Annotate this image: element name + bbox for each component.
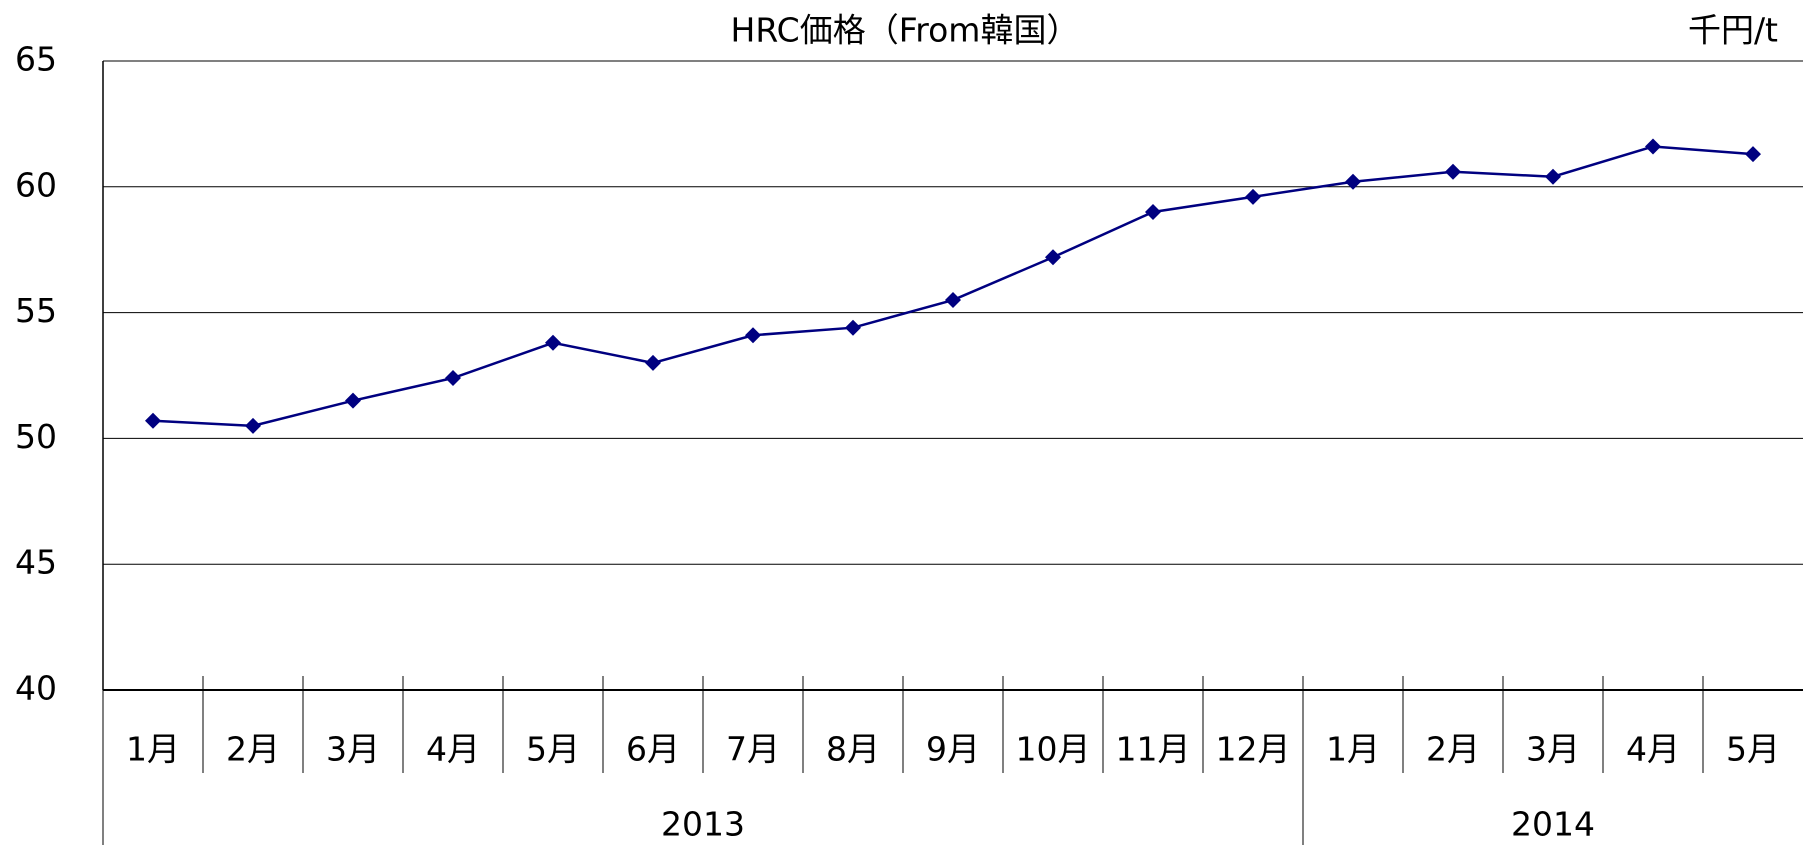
y-tick-label: 65 bbox=[15, 40, 57, 79]
data-point bbox=[1445, 163, 1461, 180]
data-point bbox=[245, 417, 261, 434]
data-point bbox=[345, 392, 361, 409]
x-tick-label: 8月 bbox=[826, 730, 880, 769]
x-tick-label: 2月 bbox=[226, 730, 280, 769]
group-label: 2014 bbox=[1511, 805, 1595, 844]
x-tick-label: 3月 bbox=[326, 730, 380, 769]
data-point bbox=[945, 292, 961, 309]
x-tick-label: 9月 bbox=[926, 730, 980, 769]
y-tick-label: 50 bbox=[15, 417, 57, 456]
x-tick-label: 4月 bbox=[1626, 730, 1680, 769]
data-point bbox=[745, 327, 761, 344]
data-point bbox=[1045, 249, 1061, 266]
data-point bbox=[1145, 203, 1161, 220]
data-point bbox=[1345, 173, 1361, 190]
data-point bbox=[1745, 146, 1761, 163]
data-point bbox=[545, 334, 561, 351]
y-tick-label: 40 bbox=[15, 669, 57, 708]
x-tick-label: 11月 bbox=[1116, 730, 1191, 769]
x-tick-label: 3月 bbox=[1526, 730, 1580, 769]
data-point bbox=[1545, 168, 1561, 185]
x-tick-label: 1月 bbox=[126, 730, 180, 769]
y-tick-label: 55 bbox=[15, 291, 57, 330]
x-tick-label: 1月 bbox=[1326, 730, 1380, 769]
chart-title: HRC価格（From韓国） bbox=[731, 11, 1080, 50]
x-tick-label: 5月 bbox=[1726, 730, 1780, 769]
y-tick-label: 45 bbox=[15, 543, 57, 582]
x-tick-label: 10月 bbox=[1016, 730, 1091, 769]
series-line bbox=[152, 145, 1754, 428]
x-tick-label: 2月 bbox=[1426, 730, 1480, 769]
x-tick-label: 6月 bbox=[626, 730, 680, 769]
data-point bbox=[1245, 188, 1261, 205]
unit-label: 千円/t bbox=[1688, 11, 1778, 50]
x-tick-label: 4月 bbox=[426, 730, 480, 769]
group-label: 2013 bbox=[661, 805, 745, 844]
x-tick-label: 12月 bbox=[1216, 730, 1291, 769]
x-tick-label: 5月 bbox=[526, 730, 580, 769]
data-point bbox=[445, 370, 461, 387]
data-point bbox=[645, 354, 661, 371]
data-point bbox=[145, 412, 161, 429]
y-tick-label: 60 bbox=[15, 165, 57, 204]
data-point bbox=[1645, 138, 1661, 155]
data-point bbox=[845, 319, 861, 336]
x-tick-label: 7月 bbox=[726, 730, 780, 769]
